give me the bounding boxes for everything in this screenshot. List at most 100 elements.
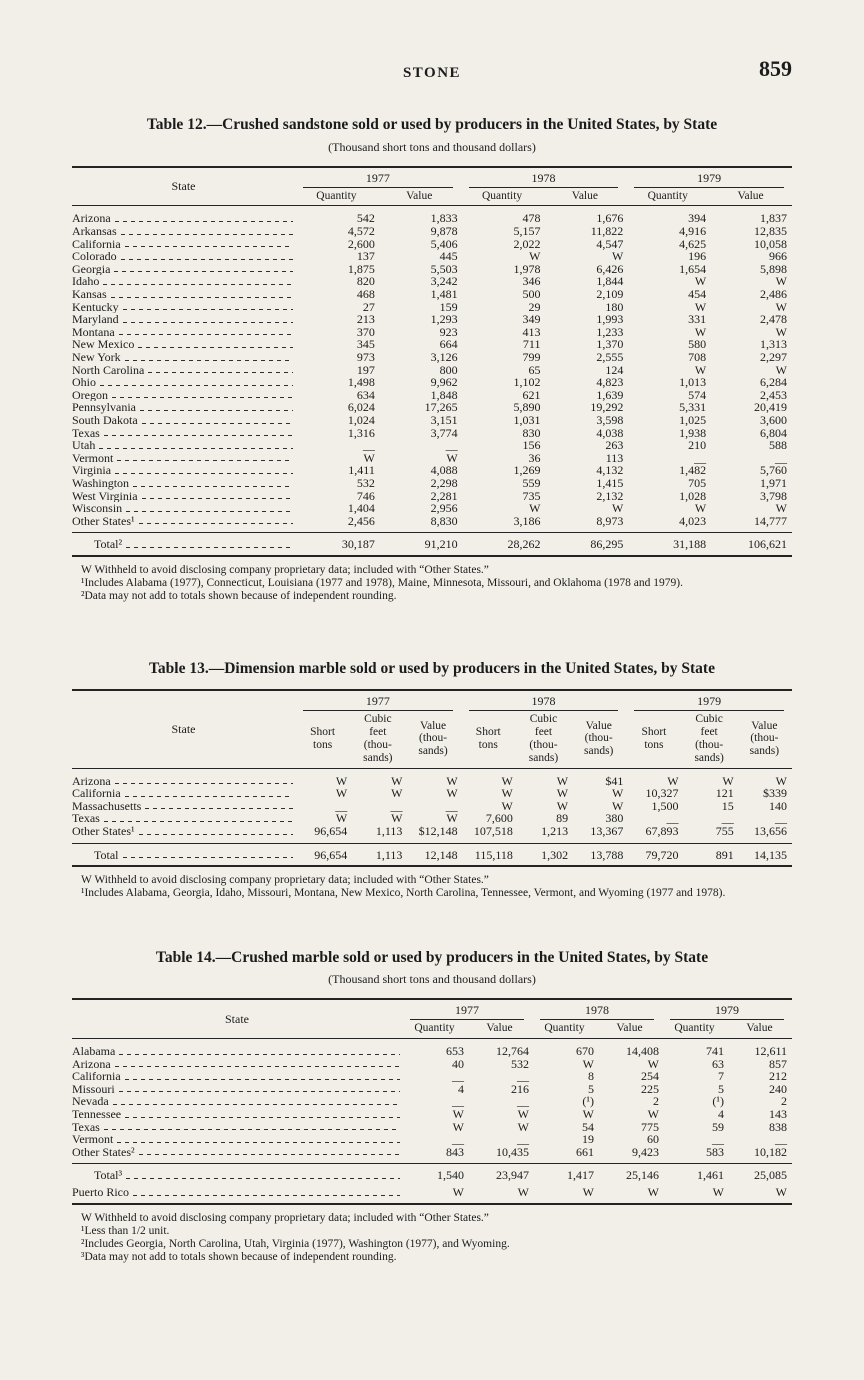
state-label: Oregon [72,388,108,402]
state-label: North Carolina [72,363,145,377]
value-cell: 212 [769,1069,787,1084]
value-cell: 891 [681,842,737,867]
value-cell: W [582,1107,594,1122]
year-header-row: State 1977 1978 1979 [72,166,792,207]
value-cell: 661 [576,1144,594,1159]
value-cell: 1,848 [430,387,458,402]
value-cell: 5,890 [513,400,541,415]
state-label: Puerto Rico [72,1185,129,1199]
value-cell: W [452,1184,464,1199]
state-cell: Idaho [72,275,295,289]
value-cell: W [335,786,348,801]
year-header: 1978 [460,690,627,712]
value-cell: 60 [647,1132,659,1147]
value-cell: 3,598 [596,412,624,427]
column-header: Cubic feet (thou- sands) [681,711,737,769]
value-cell: 711 [522,337,541,352]
value-cell: 156 [522,438,541,453]
state-label: Tennessee [72,1108,122,1121]
value-cell: 705 [688,475,707,490]
value-cell: 3,126 [430,350,458,364]
footnote: ²Includes Georgia, North Carolina, Utah,… [81,1237,510,1250]
state-label: Virginia [72,464,112,477]
value-cell: 1,500 [651,798,679,813]
dash-leader [103,275,293,289]
table14-table: State 1977 1978 1979 Quantity Value Quantity Va… [72,998,792,1205]
value-cell: 10,327 [645,786,679,801]
state-label: Vermont [72,451,114,465]
state-label: Total³ [94,1168,123,1183]
value-cell: W [556,798,569,813]
value-cell: __ [775,450,787,465]
value-cell: 113 [605,450,624,465]
state-label: Montana [72,325,115,339]
value-cell: 11,822 [590,224,624,239]
value-cell: 86,295 [543,532,627,556]
state-cell: California [72,237,295,251]
value-cell: 91,210 [377,532,461,556]
state-cell: Total³ [72,1163,402,1186]
value-cell: 532 [511,1056,529,1071]
column-header: Cubic feet (thou- sands) [515,711,572,769]
table12-footnotes: W Withheld to avoid disclosing company p… [72,564,792,604]
state-cell: Other States² [72,1145,402,1164]
value-cell: 1,417 [532,1163,597,1186]
value-cell: 2,456 [347,513,375,528]
state-cell: Utah [72,439,295,452]
column-header: Value [467,1020,532,1040]
footnote: ³Data may not add to totals shown becaus… [81,1251,397,1264]
value-cell: 1,313 [760,337,787,352]
value-cell: 9,423 [632,1144,659,1159]
state-cell: Other States¹ [72,514,295,533]
dash-leader [126,502,293,515]
state-cell: Texas [72,812,295,825]
state-label: Arizona [72,773,111,788]
table14-slot: State 1977 1978 1979 Quantity Value Quantity Va… [72,998,792,1205]
value-cell: 583 [706,1144,724,1159]
year-header-row: State 1977 1978 1979 [72,690,792,769]
dash-leader [126,538,293,551]
value-cell: 240 [769,1081,787,1096]
value-cell: 349 [522,312,541,327]
state-cell: Puerto Rico [72,1185,402,1204]
table-row: Idaho 820 3,242 346 1,844 W W [72,274,792,289]
value-cell: 746 [356,488,375,503]
value-cell: $12,148 [418,823,458,838]
value-cell: 755 [715,823,734,838]
value-cell: W [647,1056,659,1071]
value-cell: 59 [712,1119,724,1134]
state-label: Georgia [72,262,111,276]
value-cell: 96,654 [314,823,348,838]
table-row: Kansas 468 1,481 500 2,109 454 2,486 [72,288,792,301]
value-cell: 137 [356,249,375,264]
value-cell: W [775,1184,787,1199]
value-cell: __ [445,438,458,453]
state-cell: West Virginia [72,489,295,503]
dash-leader [115,464,293,477]
state-label: Arizona [72,211,111,226]
dash-leader [120,250,293,263]
table13-slot: State 1977 1978 1979 Short tons Cubic feet (t… [72,689,792,868]
value-cell: W [446,786,458,801]
value-cell: $41 [605,773,624,788]
value-cell: 40 [452,1056,464,1071]
table-row: Arizona 542 1,833 478 1,676 394 1,837 [72,206,792,226]
column-header: Short tons [460,711,516,769]
dash-leader [141,413,293,427]
value-cell: W [694,299,707,314]
table12-subtitle: (Thousand short tons and thousand dollar… [328,139,536,154]
value-cell: W [391,773,403,788]
value-cell: W [517,1119,529,1134]
table-row: Oregon 634 1,848 621 1,639 574 2,453 [72,389,792,402]
state-label: Missouri [72,1082,115,1096]
state-label: Total [94,847,119,862]
state-label: Kansas [72,288,107,301]
value-cell: 3,242 [430,274,458,289]
value-cell: 346 [522,274,541,289]
state-label: New York [72,351,121,364]
column-header: Quantity [626,187,710,207]
value-cell: W [611,501,624,516]
value-cell: 4,088 [430,463,458,478]
year-header: 1978 [460,166,627,188]
